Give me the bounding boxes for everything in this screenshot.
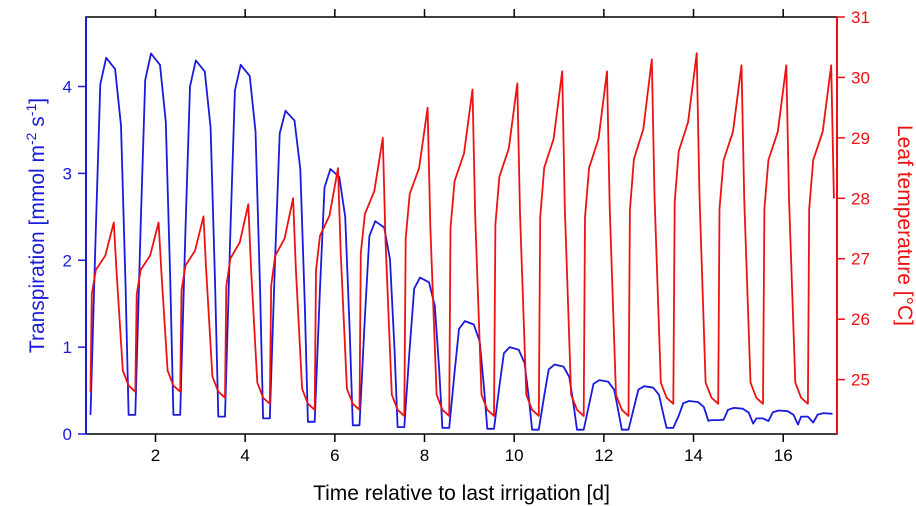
left-y-axis-title-base: Transpiration [mmol m	[26, 145, 49, 353]
left-y-tick-label: 1	[63, 338, 72, 357]
x-tick-label: 10	[505, 446, 524, 465]
x-tick-label: 4	[240, 446, 249, 465]
x-tick-label: 12	[594, 446, 613, 465]
left-y-axis-title-sup2: -1	[23, 104, 39, 117]
right-y-tick-label: 29	[851, 129, 870, 148]
left-y-tick-label: 0	[63, 425, 72, 444]
left-y-tick-label: 3	[63, 164, 72, 183]
right-y-tick-label: 26	[851, 310, 870, 329]
x-tick-label: 14	[684, 446, 703, 465]
transpiration-line	[89, 52, 833, 431]
x-tick-label: 16	[774, 446, 793, 465]
x-tick-label: 2	[151, 446, 160, 465]
left-y-axis-title-end: ]	[26, 98, 49, 104]
right-y-tick-label: 28	[851, 189, 870, 208]
right-y-tick-label: 30	[851, 68, 870, 87]
x-tick-label: 8	[420, 446, 429, 465]
right-y-tick-label: 31	[851, 8, 870, 27]
left-y-tick-label: 2	[63, 251, 72, 270]
right-y-tick-label: 25	[851, 371, 870, 390]
left-y-axis-title-sup1: -2	[23, 132, 39, 145]
series-layer	[89, 52, 835, 431]
x-axis-title: Time relative to last irrigation [d]	[313, 482, 610, 505]
left-y-axis-title: Transpiration [mmol m-2 s-1]	[23, 98, 49, 353]
plot-frame	[85, 16, 838, 435]
right-y-axis-title: Leaf temperature [°C]	[893, 125, 916, 326]
x-tick-label: 6	[330, 446, 339, 465]
right-y-tick-label: 27	[851, 250, 870, 269]
left-y-tick-label: 4	[63, 78, 72, 97]
left-y-axis-title-mid: s	[26, 116, 49, 132]
leaf-temperature-line	[89, 52, 835, 417]
